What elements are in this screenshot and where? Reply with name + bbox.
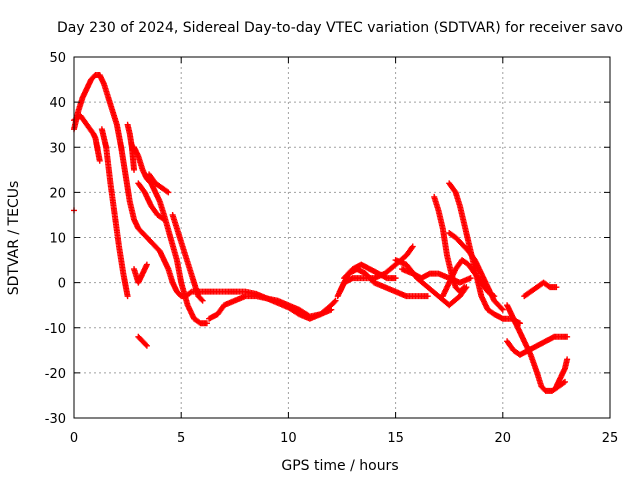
series-trace-j	[169, 211, 206, 304]
y-tick-label: 10	[49, 232, 66, 247]
series-trace-c	[98, 126, 131, 300]
data-point	[165, 189, 172, 196]
data-point	[461, 284, 468, 291]
data-point	[164, 188, 171, 195]
series-trace-t	[439, 257, 498, 300]
series-trace-i	[146, 171, 172, 196]
y-tick-label: 20	[49, 186, 66, 201]
data-point	[332, 297, 339, 304]
data-point	[467, 275, 474, 282]
data-point	[460, 285, 467, 292]
series-trace-x	[553, 356, 571, 390]
data-point	[124, 293, 131, 300]
y-tick-label: 50	[49, 51, 66, 66]
data-point	[561, 378, 568, 385]
series-trace-e	[131, 261, 150, 286]
data-points-layer	[71, 72, 571, 394]
x-tick-label: 0	[70, 431, 78, 446]
y-tick-label: 30	[49, 141, 66, 156]
data-point	[187, 289, 194, 296]
y-tick-label: -20	[45, 367, 66, 382]
series-trace-m	[336, 266, 431, 300]
data-point	[328, 306, 335, 313]
data-point	[409, 243, 416, 250]
series-trace-p	[399, 266, 474, 286]
axis-ticks	[73, 56, 611, 419]
data-point	[96, 157, 103, 164]
data-point	[489, 292, 496, 299]
y-tick-label: -30	[45, 412, 66, 427]
data-point	[161, 216, 168, 223]
data-point	[198, 296, 205, 303]
y-axis-label: SDTVAR / TECUs	[6, 181, 22, 296]
data-point	[498, 305, 505, 312]
series-trace-r	[446, 180, 523, 327]
data-point	[564, 333, 571, 340]
y-tick-label: 0	[58, 277, 66, 292]
data-point	[143, 261, 150, 268]
data-point	[408, 244, 415, 251]
data-point	[159, 215, 166, 222]
data-point	[142, 341, 149, 348]
data-point	[143, 342, 150, 349]
x-tick-label: 10	[280, 431, 297, 446]
series-trace-n	[341, 261, 399, 282]
series-trace-w	[521, 279, 560, 300]
x-tick-label: 15	[387, 431, 404, 446]
series-trace-f	[135, 333, 150, 349]
series-trace-k	[206, 293, 335, 322]
x-tick-label: 5	[177, 431, 185, 446]
data-point	[553, 284, 560, 291]
grid-lines	[74, 57, 610, 418]
y-tick-labels: -30 -20 -10 0 10 20 30 40 50	[45, 51, 66, 427]
data-point	[564, 356, 571, 363]
y-tick-label: 40	[49, 96, 66, 111]
data-point	[499, 306, 506, 313]
data-point	[392, 275, 399, 282]
data-point	[331, 298, 338, 305]
data-point	[199, 297, 206, 304]
x-tick-labels: 0 5 10 15 20 25	[70, 431, 618, 446]
data-point	[424, 293, 431, 300]
chart-title: Day 230 of 2024, Sidereal Day-to-day VTE…	[57, 20, 623, 36]
series-trace-h	[135, 180, 168, 223]
data-point	[491, 293, 498, 300]
series-trace-v	[504, 333, 571, 358]
x-tick-label: 25	[602, 431, 619, 446]
y-tick-label: -10	[45, 322, 66, 337]
data-point	[560, 379, 567, 386]
data-point	[131, 166, 138, 173]
x-axis-label: GPS time / hours	[281, 458, 398, 474]
x-tick-label: 20	[495, 431, 512, 446]
series-trace-b	[71, 112, 103, 164]
data-point	[203, 320, 210, 327]
